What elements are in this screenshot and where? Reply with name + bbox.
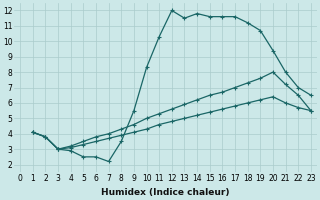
X-axis label: Humidex (Indice chaleur): Humidex (Indice chaleur)	[101, 188, 230, 197]
